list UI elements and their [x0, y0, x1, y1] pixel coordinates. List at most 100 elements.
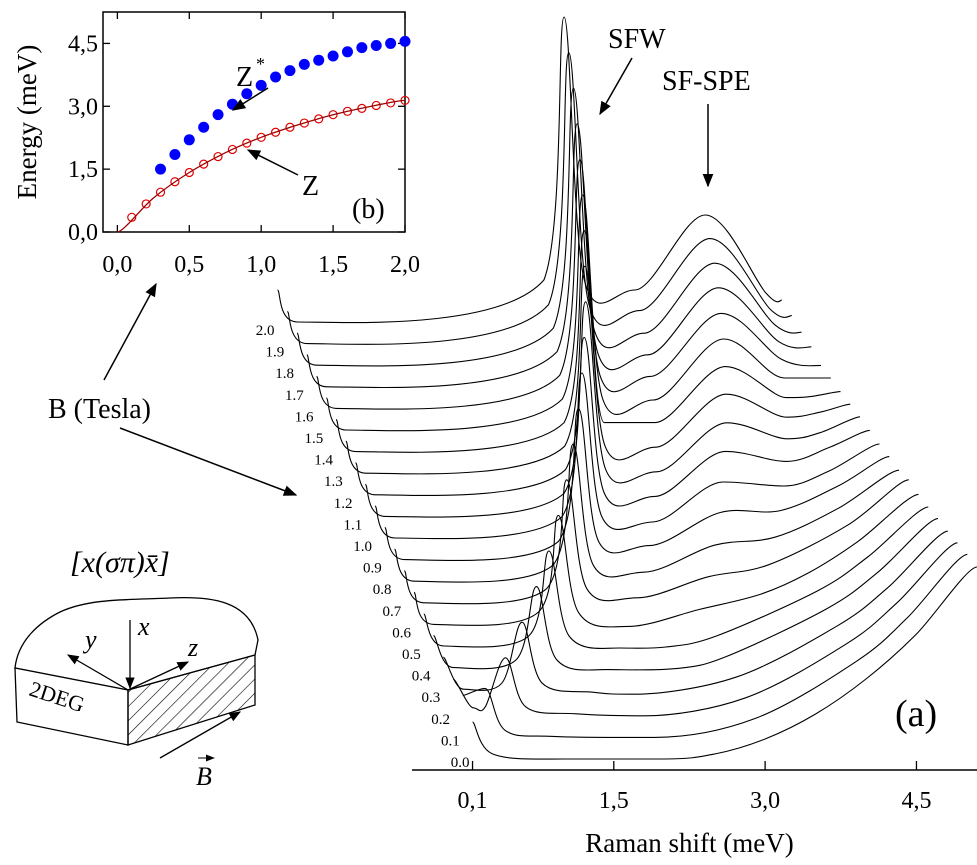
field-label: 0.0 — [451, 755, 470, 771]
zstar-point — [313, 54, 325, 66]
field-label: 0.6 — [392, 625, 411, 641]
geometry-label: [x(σπ)x̄] — [70, 546, 170, 579]
field-label: 0.4 — [412, 669, 431, 685]
main-chart: 0,1 1,5 3,0 4,5 Raman shift (meV) 0.0 0.1 0.2 0.… — [256, 16, 977, 858]
y-tick-label: 3,0 — [68, 94, 98, 120]
spectrum — [423, 506, 929, 650]
panel-a: (a) — [895, 693, 937, 735]
zstar-point — [370, 40, 382, 52]
zstar-point — [327, 50, 339, 62]
zstar-point — [241, 88, 253, 100]
x-tick-label: 3,0 — [750, 788, 780, 814]
field-label: 1.1 — [344, 517, 363, 533]
field-label: 1.6 — [295, 409, 314, 425]
z-point — [213, 151, 223, 162]
b-field-arrow — [159, 711, 242, 759]
sketch-y: y — [82, 625, 97, 654]
zstar-point — [255, 79, 267, 91]
spectrum — [335, 230, 841, 453]
zstar-point — [198, 121, 210, 133]
z-point — [184, 167, 194, 178]
y-axis-label: Energy (meV) — [12, 45, 42, 200]
x-tick-label: 1,5 — [318, 252, 348, 278]
sketch-b: B — [196, 762, 212, 791]
field-label: 1.3 — [324, 474, 343, 490]
zstar-point — [284, 65, 296, 77]
zstar-point — [212, 109, 224, 121]
zstar-point — [298, 58, 310, 70]
spectrum — [354, 301, 861, 497]
spectrum — [471, 566, 977, 760]
zstar-point — [169, 148, 181, 160]
sfw-arrow — [599, 57, 633, 116]
y-axis-arrow — [66, 654, 129, 691]
spectrum — [345, 265, 851, 475]
z-point — [342, 106, 353, 116]
zstar-point — [155, 163, 167, 175]
field-label: 0.1 — [441, 733, 460, 749]
b-arrow-down — [119, 427, 298, 496]
sfspe-label: SF-SPE — [662, 66, 751, 97]
x-tick-label: 2,0 — [390, 252, 420, 278]
z-point — [127, 212, 137, 222]
spectrum — [393, 443, 900, 583]
sample-top — [14, 596, 259, 691]
z-point — [299, 118, 309, 128]
z-point — [141, 199, 151, 209]
z-point — [285, 122, 295, 132]
field-label: 0.8 — [373, 582, 392, 598]
spectrum — [442, 530, 948, 695]
field-label: 1.4 — [314, 453, 333, 469]
z-point — [328, 110, 338, 120]
x-tick-label: 1,5 — [599, 788, 629, 814]
z-point — [155, 187, 166, 197]
z-point — [270, 127, 281, 137]
field-label: 0.9 — [363, 561, 382, 577]
x-tick-label: 0,0 — [102, 252, 132, 278]
b-tesla-label: B (Tesla) — [48, 394, 151, 425]
x-tick-label: 0,5 — [174, 252, 204, 278]
field-label: 1.2 — [334, 496, 353, 512]
sample-sketch — [14, 596, 259, 762]
spectrum — [413, 493, 919, 628]
panel-b: (b) — [352, 194, 385, 225]
field-label: 0.2 — [431, 712, 450, 728]
field-label: 1.9 — [266, 345, 285, 361]
y-tick-label: 1,5 — [68, 157, 98, 183]
zstar-sup: * — [256, 54, 265, 74]
spectrum — [364, 336, 870, 518]
zstar-point — [341, 46, 353, 58]
spectrum — [315, 158, 822, 410]
x-tick-label: 1,0 — [246, 252, 276, 278]
z-point — [242, 138, 252, 148]
field-label: 0.7 — [383, 604, 402, 620]
field-label: 0.5 — [402, 647, 421, 663]
spectrum — [432, 518, 939, 671]
x-axis-label: Raman shift (meV) — [585, 828, 793, 858]
zstar-point — [356, 42, 368, 54]
field-label: 1.5 — [305, 431, 324, 447]
spectrum — [325, 194, 831, 432]
spectrum — [384, 408, 890, 562]
field-label: 2.0 — [256, 323, 275, 339]
y-tick-label: 4,5 — [68, 31, 98, 57]
spectrum — [306, 123, 812, 389]
z-point — [256, 132, 266, 142]
field-label: 1.0 — [353, 539, 372, 555]
fit-line — [117, 99, 406, 233]
plot-frame — [102, 11, 406, 233]
z-arrow — [246, 149, 299, 176]
spectrum — [374, 372, 880, 540]
z-point — [199, 159, 209, 169]
field-label: 1.8 — [275, 366, 294, 382]
zstar-arrow — [231, 87, 269, 111]
z-point — [170, 177, 180, 187]
inset-chart: 0,0 0,5 1,0 1,5 2,0 0,0 1,5 3,0 4,5 Energy (meV) — [12, 11, 420, 278]
z-point — [227, 144, 238, 155]
zstar-point — [270, 71, 282, 83]
spectrum — [296, 87, 802, 367]
x-tick-label: 4,5 — [901, 788, 931, 814]
zstar-point — [399, 35, 411, 47]
field-label: 0.3 — [422, 690, 441, 706]
